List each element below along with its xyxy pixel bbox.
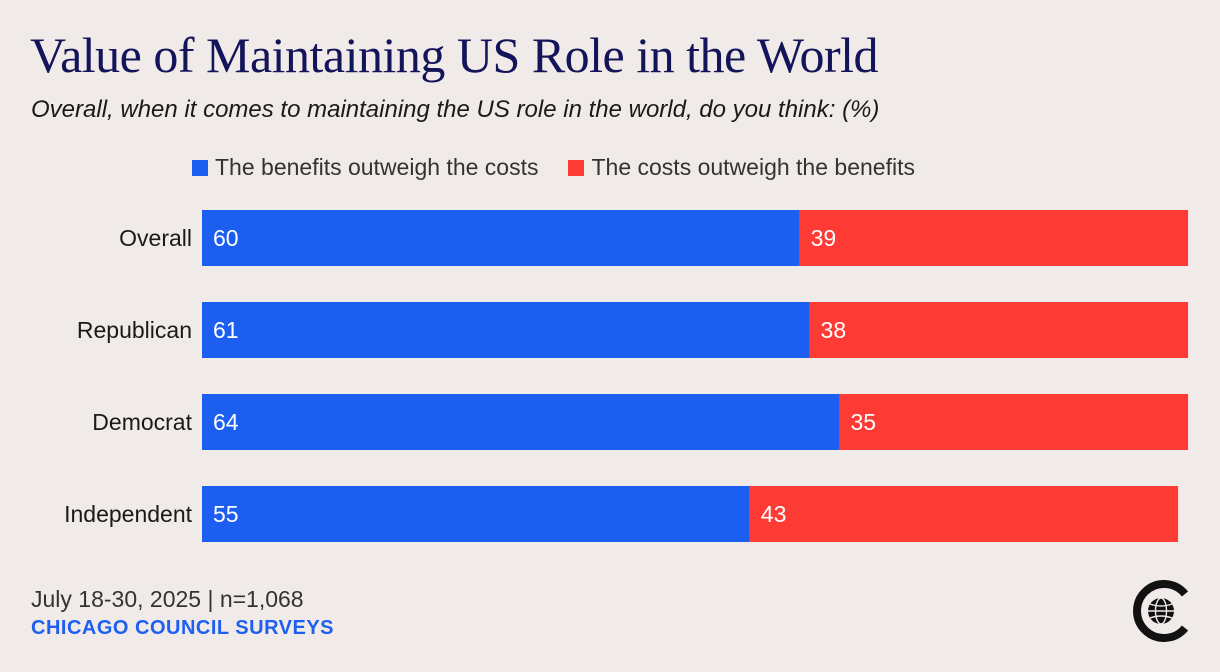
chart-title: Value of Maintaining US Role in the Worl…: [30, 27, 879, 83]
legend: The benefits outweigh the costs The cost…: [192, 154, 945, 181]
category-label-democrat: Democrat: [92, 409, 192, 435]
category-label-republican: Republican: [77, 317, 192, 343]
data-label-costs-republican: 38: [821, 317, 847, 343]
legend-swatch-costs: [568, 159, 585, 176]
legend-label-costs: The costs outweigh the benefits: [591, 154, 915, 180]
data-label-benefits-independent: 55: [213, 501, 239, 527]
data-label-costs-democrat: 35: [850, 409, 876, 435]
bar-costs-overall: [799, 210, 1189, 266]
bar-benefits-republican: [202, 302, 810, 358]
survey-date: July 18-30, 2025 | n=1,068: [31, 586, 304, 612]
stacked-bar-chart: Overall 60 39 Republican 61 38 Democrat 64 35 Ind…: [64, 210, 1189, 542]
chicago-council-globe-icon: [1133, 580, 1189, 642]
bar-benefits-overall: [202, 210, 800, 266]
legend-item-costs: The costs outweigh the benefits: [568, 154, 915, 181]
category-label-overall: Overall: [119, 225, 192, 251]
source-label: CHICAGO COUNCIL SURVEYS: [31, 617, 335, 639]
chart-subtitle: Overall, when it comes to maintaining th…: [31, 96, 880, 123]
legend-swatch-benefits: [192, 159, 208, 176]
legend-label-benefits: The benefits outweigh the costs: [215, 154, 539, 180]
bar-costs-republican: [809, 302, 1189, 358]
bar-benefits-independent: [202, 486, 750, 542]
bar-costs-democrat: [839, 394, 1189, 450]
data-label-benefits-republican: 61: [213, 317, 239, 343]
data-label-costs-independent: 43: [761, 501, 787, 527]
category-label-independent: Independent: [64, 501, 193, 527]
legend-item-benefits: The benefits outweigh the costs: [192, 154, 538, 181]
data-label-benefits-overall: 60: [213, 225, 239, 251]
data-label-costs-overall: 39: [811, 225, 837, 251]
bar-costs-independent: [749, 486, 1179, 542]
data-label-benefits-democrat: 64: [213, 409, 239, 435]
bar-benefits-democrat: [202, 394, 840, 450]
